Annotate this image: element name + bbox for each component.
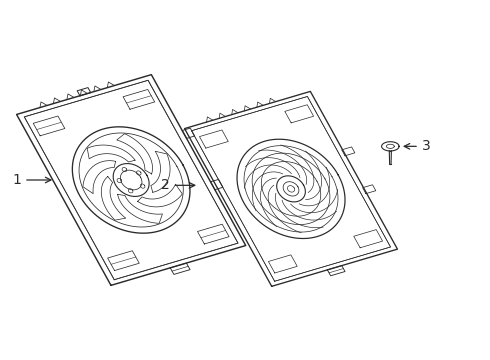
Text: 2: 2 [161, 178, 195, 192]
Text: 3: 3 [404, 139, 431, 153]
Text: 1: 1 [12, 173, 51, 187]
